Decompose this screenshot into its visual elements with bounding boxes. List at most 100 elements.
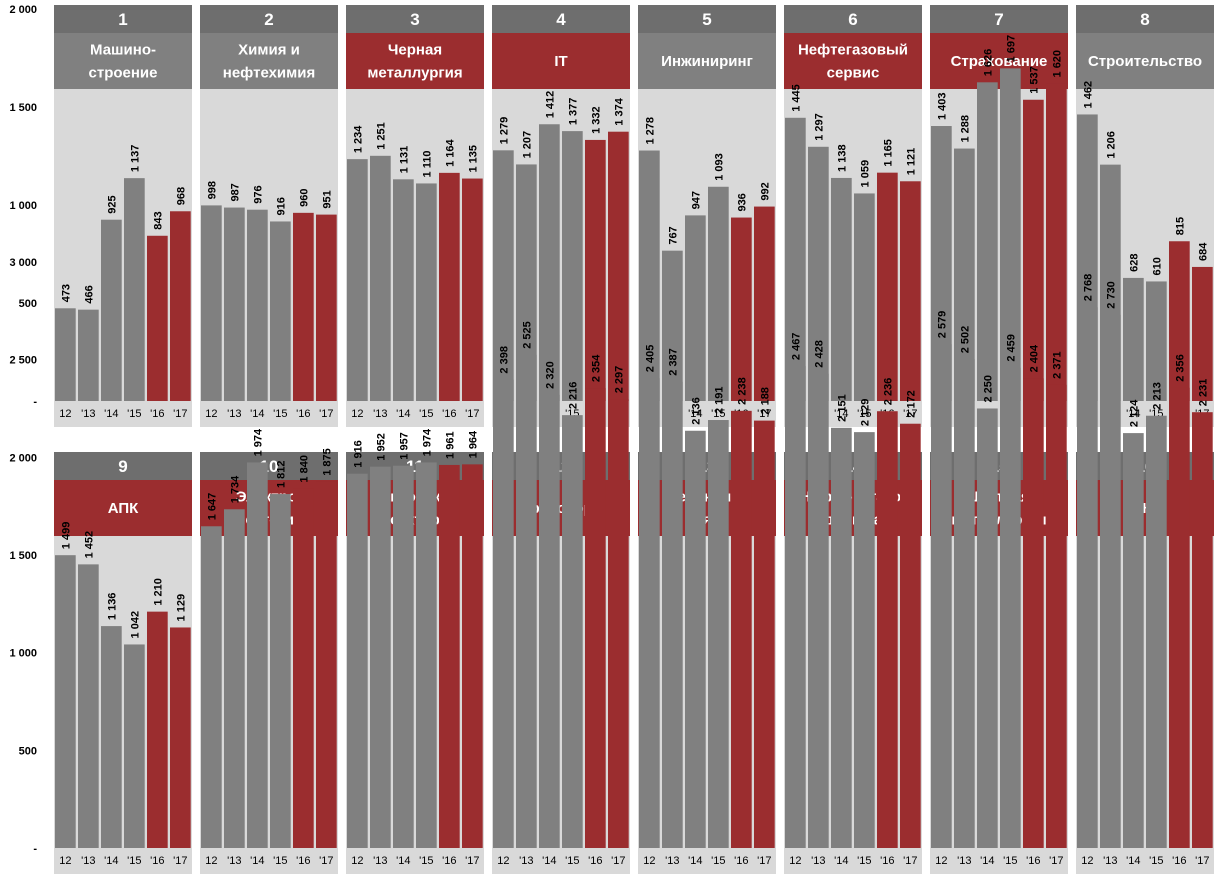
- bar-value-label: 2 320: [544, 361, 556, 389]
- x-tick-label: '17: [903, 855, 917, 867]
- bar-value-label: 1 129: [175, 594, 187, 622]
- panel-number-bar: [784, 452, 922, 480]
- bar: [877, 411, 898, 848]
- bar-value-label: 1 164: [444, 138, 456, 166]
- y-tick-label: 1 500: [9, 550, 37, 562]
- bar: [170, 211, 191, 401]
- y-tick-label: 1 000: [9, 648, 37, 660]
- bar-value-label: 2 502: [959, 326, 971, 354]
- bar-value-label: 1 059: [859, 160, 871, 188]
- x-tick-label: 12: [935, 855, 947, 867]
- x-tick-label: '15: [273, 408, 287, 420]
- bar-value-label: 1 135: [467, 145, 479, 173]
- x-tick-label: '17: [319, 408, 333, 420]
- panel-title-bar: [492, 480, 630, 536]
- bar: [1192, 412, 1213, 848]
- bar-value-label: 610: [1151, 257, 1163, 275]
- bar: [562, 131, 583, 401]
- bar-value-label: 1 499: [60, 522, 72, 550]
- bar: [201, 526, 222, 848]
- x-tick-label: 12: [351, 855, 363, 867]
- bar-value-label: 1 138: [836, 144, 848, 172]
- bar: [708, 420, 729, 848]
- bar: [977, 82, 998, 401]
- bar: [1046, 83, 1067, 401]
- y-tick-label: 1 000: [9, 200, 37, 212]
- bar-value-label: 976: [252, 185, 264, 203]
- x-tick-label: '17: [611, 855, 625, 867]
- plot-area: [200, 536, 338, 874]
- y-tick-label: -: [33, 843, 37, 855]
- bar: [808, 373, 829, 848]
- bar-value-label: 2 172: [905, 390, 917, 418]
- panel-title: Строительство: [1088, 53, 1202, 70]
- bar-value-label: 1 957: [398, 432, 410, 460]
- panel-title: строение: [89, 65, 158, 82]
- plot-area: [784, 536, 922, 874]
- bar: [1046, 384, 1067, 848]
- plot-area: [54, 89, 192, 427]
- x-tick-label: 12: [351, 408, 363, 420]
- bar: [1169, 241, 1190, 401]
- bar: [393, 465, 414, 848]
- bar: [1077, 307, 1098, 848]
- panel-number-bar: [54, 5, 192, 33]
- x-tick-label: '17: [757, 855, 771, 867]
- bar-value-label: 1 297: [813, 113, 825, 141]
- panel-number: 3: [410, 10, 419, 29]
- bar: [1100, 314, 1121, 848]
- bar: [1123, 433, 1144, 848]
- x-tick-label: 12: [59, 408, 71, 420]
- panel-number-bar: [200, 5, 338, 33]
- bar-value-label: 1 734: [229, 475, 241, 503]
- bar: [224, 509, 245, 848]
- plot-area: [930, 536, 1068, 874]
- bar-value-label: 2 151: [836, 394, 848, 422]
- panel-title: Инжиниринг: [661, 53, 753, 70]
- x-tick-label: '13: [227, 408, 241, 420]
- panel-title-bar: [346, 33, 484, 89]
- panel-title-bar: [638, 33, 776, 89]
- x-tick-label: '16: [442, 855, 456, 867]
- bar: [562, 415, 583, 848]
- x-tick-label: '13: [1103, 855, 1117, 867]
- bar-value-label: 1 952: [375, 433, 387, 461]
- panel-title: Черная: [388, 42, 442, 59]
- bar-value-label: 2 238: [736, 377, 748, 405]
- x-tick-label: '14: [104, 855, 118, 867]
- bar: [416, 462, 437, 848]
- y-tick-label: 500: [19, 298, 37, 310]
- bar: [270, 494, 291, 848]
- bar: [854, 193, 875, 401]
- x-tick-label: '14: [396, 855, 410, 867]
- x-tick-label: '14: [1126, 408, 1140, 420]
- bar: [124, 644, 145, 848]
- panel-title: Электро-: [236, 489, 302, 506]
- panel-number-bar: [930, 5, 1068, 33]
- panel-number-bar: [492, 5, 630, 33]
- bar: [316, 481, 337, 848]
- bar: [462, 464, 483, 848]
- panel-title: IT: [554, 53, 567, 70]
- panel-title-bar: [54, 480, 192, 536]
- x-tick-label: '13: [811, 855, 825, 867]
- panel-title-bar: [200, 33, 338, 89]
- panel-title-bar: [1076, 480, 1214, 536]
- plot-area: [930, 89, 1068, 427]
- x-tick-label: '17: [757, 408, 771, 420]
- bar: [539, 124, 560, 402]
- bar-value-label: 951: [321, 190, 333, 208]
- x-tick-label: '16: [880, 855, 894, 867]
- plot-area: [784, 89, 922, 427]
- bar-value-label: 2 356: [1174, 354, 1186, 382]
- panel-title-bar: [784, 480, 922, 536]
- bar-value-label: 1 961: [444, 431, 456, 459]
- bar-value-label: 1 110: [421, 151, 433, 178]
- bar: [201, 205, 222, 401]
- x-tick-label: '15: [711, 855, 725, 867]
